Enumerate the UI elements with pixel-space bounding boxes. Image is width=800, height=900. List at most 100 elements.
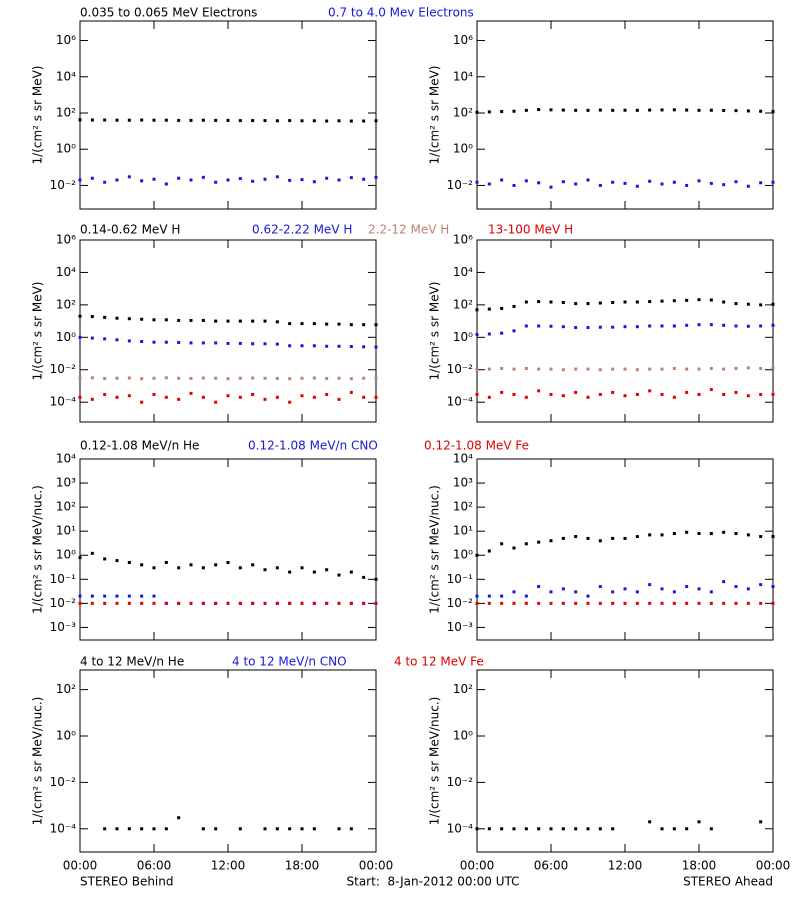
data-point — [103, 337, 107, 341]
data-point — [349, 119, 353, 123]
data-point — [611, 827, 615, 831]
data-point — [78, 314, 82, 318]
data-point — [238, 395, 242, 399]
data-point — [226, 118, 230, 122]
data-point — [140, 827, 144, 831]
data-point — [549, 827, 553, 831]
data-point — [771, 392, 775, 396]
data-point — [300, 376, 304, 380]
data-point — [524, 179, 528, 183]
data-point — [598, 585, 602, 589]
data-point — [623, 367, 627, 371]
data-point — [263, 397, 267, 401]
data-point — [685, 367, 689, 371]
data-point — [127, 394, 131, 398]
legend-entry: 4 to 12 MeV/n He — [80, 655, 184, 669]
data-point — [500, 601, 504, 605]
data-point — [537, 601, 541, 605]
data-point — [214, 400, 218, 404]
data-point — [574, 108, 578, 112]
data-point — [660, 587, 664, 591]
data-point — [374, 175, 378, 179]
data-point — [759, 181, 763, 185]
data-point — [709, 108, 713, 112]
data-point — [771, 323, 775, 327]
data-point — [771, 366, 775, 370]
data-point — [140, 594, 144, 598]
data-point — [177, 318, 181, 322]
data-point — [288, 322, 292, 326]
data-point — [214, 180, 218, 184]
data-point — [500, 594, 504, 598]
data-point — [771, 302, 775, 306]
data-point — [561, 368, 565, 372]
data-point — [164, 395, 168, 399]
data-point — [586, 395, 590, 399]
data-point — [697, 108, 701, 112]
data-point — [685, 827, 689, 831]
data-point — [549, 392, 553, 396]
data-point — [648, 533, 652, 537]
data-point — [325, 322, 329, 326]
data-point — [475, 308, 479, 312]
data-point — [487, 601, 491, 605]
data-point — [475, 392, 479, 396]
data-point — [586, 601, 590, 605]
data-point — [660, 108, 664, 112]
data-point — [226, 341, 230, 345]
data-point — [152, 340, 156, 344]
y-tick-label: 10⁰ — [453, 729, 473, 743]
data-point — [672, 366, 676, 370]
data-point — [78, 601, 82, 605]
data-point — [586, 178, 590, 182]
data-point — [349, 827, 353, 831]
data-point — [103, 601, 107, 605]
data-point — [164, 376, 168, 380]
data-point — [140, 317, 144, 321]
data-point — [524, 542, 528, 546]
data-point — [648, 389, 652, 393]
x-tick-label: 00:00 — [756, 859, 791, 873]
data-point — [697, 179, 701, 183]
x-tick-label: 12:00 — [608, 859, 643, 873]
data-point — [90, 336, 94, 340]
data-point — [611, 180, 615, 184]
data-point — [635, 325, 639, 329]
data-point — [337, 397, 341, 401]
y-axis-label: 1/(cm² s sr MeV) — [31, 66, 45, 165]
data-point — [275, 376, 279, 380]
legend-entry: 0.12-1.08 MeV/n He — [80, 439, 199, 453]
y-tick-label: 10⁻² — [50, 178, 77, 192]
data-point — [263, 601, 267, 605]
y-tick-label: 10⁰ — [453, 142, 473, 156]
data-point — [251, 376, 255, 380]
data-point — [598, 183, 602, 187]
data-point — [475, 110, 479, 114]
y-tick-label: 10⁶ — [56, 233, 76, 247]
data-point — [337, 178, 341, 182]
data-point — [734, 390, 738, 394]
data-point — [537, 585, 541, 589]
y-tick-label: 10⁻² — [50, 775, 77, 789]
data-point — [325, 344, 329, 348]
data-point — [300, 344, 304, 348]
data-point — [177, 816, 181, 820]
data-point — [152, 118, 156, 122]
data-point — [189, 118, 193, 122]
data-point — [722, 392, 726, 396]
data-point — [103, 392, 107, 396]
data-point — [275, 342, 279, 346]
data-point — [362, 323, 366, 327]
data-point — [672, 532, 676, 536]
data-point — [611, 601, 615, 605]
y-tick-label: 10² — [56, 682, 76, 696]
data-point — [238, 177, 242, 181]
data-point — [189, 318, 193, 322]
data-point — [312, 322, 316, 326]
data-point — [709, 601, 713, 605]
y-tick-label: 10⁻² — [50, 362, 77, 376]
data-point — [374, 577, 378, 581]
data-point — [598, 392, 602, 396]
data-point — [734, 532, 738, 536]
data-point — [90, 376, 94, 380]
